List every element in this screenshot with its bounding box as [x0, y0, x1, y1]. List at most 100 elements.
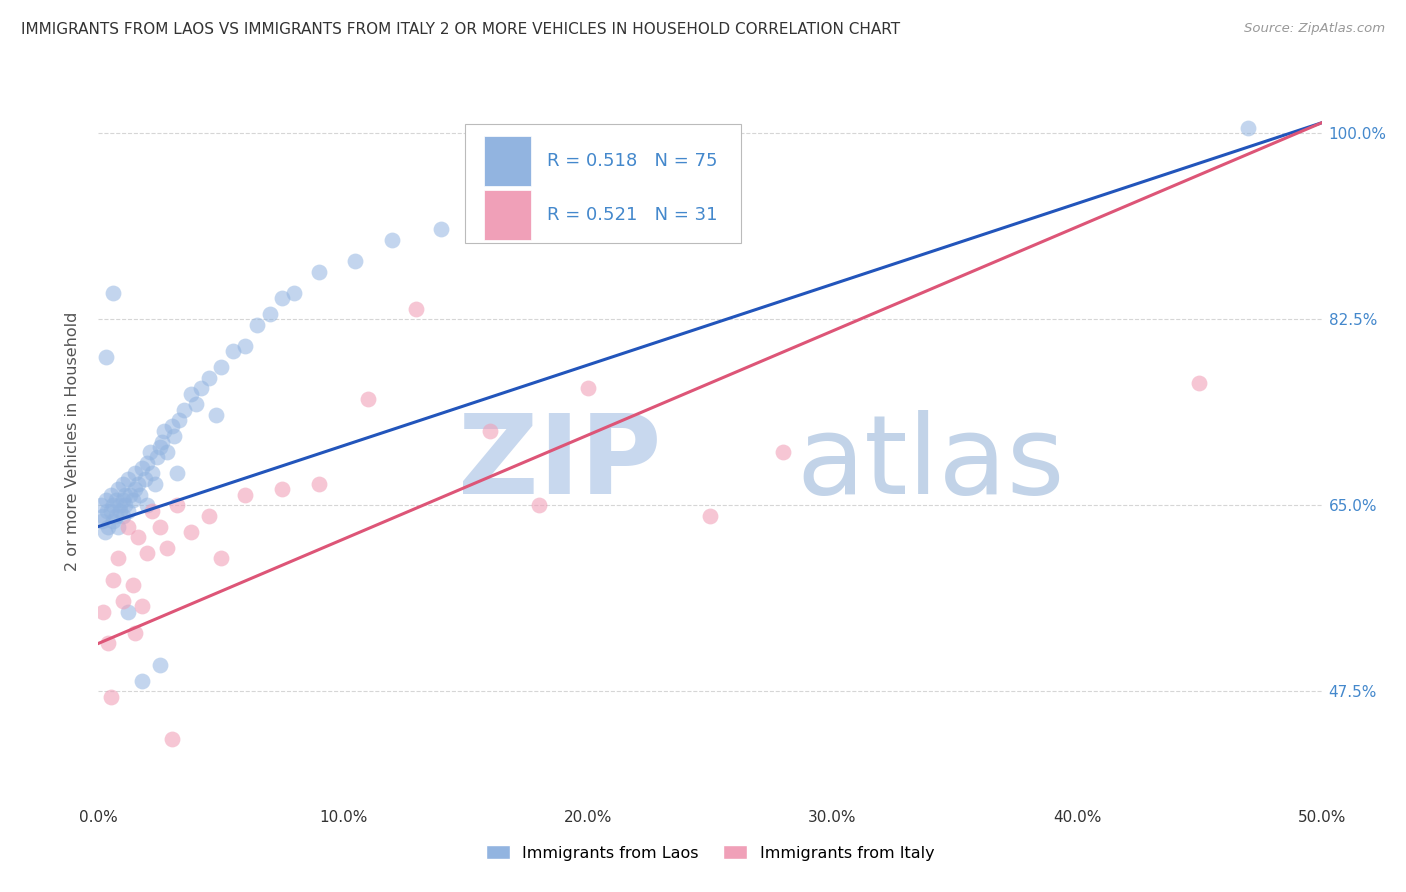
- Point: [270, 483, 294, 497]
- Point: [246, 318, 269, 332]
- Point: [136, 456, 159, 470]
- Point: [197, 508, 219, 523]
- FancyBboxPatch shape: [484, 190, 531, 240]
- Point: [124, 483, 146, 497]
- Point: [233, 339, 256, 353]
- Point: [160, 418, 183, 433]
- Point: [111, 493, 134, 508]
- Point: [111, 508, 134, 523]
- Point: [553, 190, 575, 204]
- Point: [121, 578, 143, 592]
- Point: [90, 498, 112, 512]
- Legend: Immigrants from Laos, Immigrants from Italy: Immigrants from Laos, Immigrants from It…: [479, 838, 941, 867]
- FancyBboxPatch shape: [465, 124, 741, 243]
- Point: [233, 488, 256, 502]
- Text: atlas: atlas: [796, 409, 1064, 516]
- Point: [117, 605, 139, 619]
- Point: [97, 636, 120, 650]
- Point: [104, 508, 127, 523]
- Point: [186, 397, 208, 411]
- Point: [150, 434, 173, 449]
- Point: [166, 467, 188, 481]
- Point: [149, 519, 172, 533]
- Point: [124, 467, 146, 481]
- Point: [156, 541, 179, 555]
- Point: [180, 386, 202, 401]
- Point: [91, 508, 114, 523]
- Point: [94, 493, 117, 508]
- Point: [120, 488, 142, 502]
- Point: [114, 498, 136, 512]
- Point: [478, 424, 501, 438]
- Point: [91, 605, 114, 619]
- Point: [141, 503, 163, 517]
- Point: [166, 498, 188, 512]
- Point: [381, 233, 404, 247]
- FancyBboxPatch shape: [484, 136, 531, 186]
- Point: [129, 488, 152, 502]
- Point: [136, 498, 159, 512]
- Point: [104, 493, 127, 508]
- Point: [209, 360, 232, 375]
- Point: [626, 169, 648, 183]
- Point: [124, 625, 146, 640]
- Point: [127, 477, 149, 491]
- Text: R = 0.518   N = 75: R = 0.518 N = 75: [547, 152, 718, 169]
- Point: [110, 498, 132, 512]
- Point: [576, 381, 599, 395]
- Point: [153, 424, 176, 438]
- Point: [308, 477, 330, 491]
- Point: [117, 472, 139, 486]
- Point: [149, 440, 172, 454]
- Point: [149, 657, 172, 672]
- Point: [197, 371, 219, 385]
- Point: [308, 264, 330, 278]
- Point: [110, 503, 132, 517]
- Point: [209, 551, 232, 566]
- Point: [91, 514, 114, 528]
- Text: ZIP: ZIP: [458, 409, 661, 516]
- Point: [205, 408, 228, 422]
- Point: [1188, 376, 1211, 390]
- Point: [134, 472, 156, 486]
- Point: [131, 461, 153, 475]
- Point: [101, 514, 124, 528]
- Point: [259, 307, 281, 321]
- Point: [600, 179, 623, 194]
- Point: [96, 503, 118, 517]
- Point: [114, 488, 136, 502]
- Point: [160, 732, 183, 747]
- Point: [131, 599, 153, 614]
- Point: [121, 493, 143, 508]
- Point: [156, 445, 179, 459]
- Point: [141, 467, 163, 481]
- Point: [405, 301, 427, 316]
- Point: [139, 445, 162, 459]
- Text: R = 0.521   N = 31: R = 0.521 N = 31: [547, 205, 718, 224]
- Point: [101, 498, 124, 512]
- Point: [190, 381, 212, 395]
- Point: [101, 573, 124, 587]
- Point: [503, 206, 526, 220]
- Point: [356, 392, 378, 406]
- Point: [127, 530, 149, 544]
- Point: [699, 508, 721, 523]
- Point: [136, 546, 159, 560]
- Point: [100, 488, 122, 502]
- Point: [527, 498, 550, 512]
- Point: [222, 344, 245, 359]
- Point: [100, 503, 122, 517]
- Point: [93, 524, 115, 539]
- Point: [97, 519, 120, 533]
- Point: [180, 524, 202, 539]
- Point: [117, 503, 139, 517]
- Point: [173, 402, 195, 417]
- Y-axis label: 2 or more Vehicles in Household: 2 or more Vehicles in Household: [65, 312, 80, 571]
- Point: [111, 477, 134, 491]
- Point: [107, 519, 129, 533]
- Point: [146, 450, 169, 465]
- Point: [163, 429, 186, 443]
- Point: [100, 690, 122, 704]
- Point: [107, 551, 129, 566]
- Text: IMMIGRANTS FROM LAOS VS IMMIGRANTS FROM ITALY 2 OR MORE VEHICLES IN HOUSEHOLD CO: IMMIGRANTS FROM LAOS VS IMMIGRANTS FROM …: [21, 22, 900, 37]
